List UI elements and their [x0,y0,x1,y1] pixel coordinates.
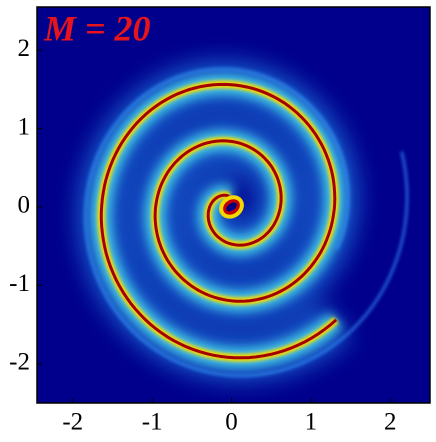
y-tick-label: 1 [18,113,31,140]
y-tick-label: 0 [18,192,31,219]
x-tick-label: -2 [62,409,83,436]
x-tick-label: 1 [305,409,318,436]
y-tick-label: -1 [9,270,30,297]
plot-frame [36,6,431,404]
faint-arm [84,67,409,378]
y-tick-label: 2 [18,35,31,62]
heatmap-image [78,61,409,381]
x-tick-label: 2 [384,409,397,436]
x-tick-label: 0 [225,409,238,436]
core [226,202,237,212]
x-tick-label: -1 [142,409,163,436]
ridge-red [99,82,338,360]
annotation: M = 20 [43,8,151,48]
y-tick-label: -2 [9,349,30,376]
